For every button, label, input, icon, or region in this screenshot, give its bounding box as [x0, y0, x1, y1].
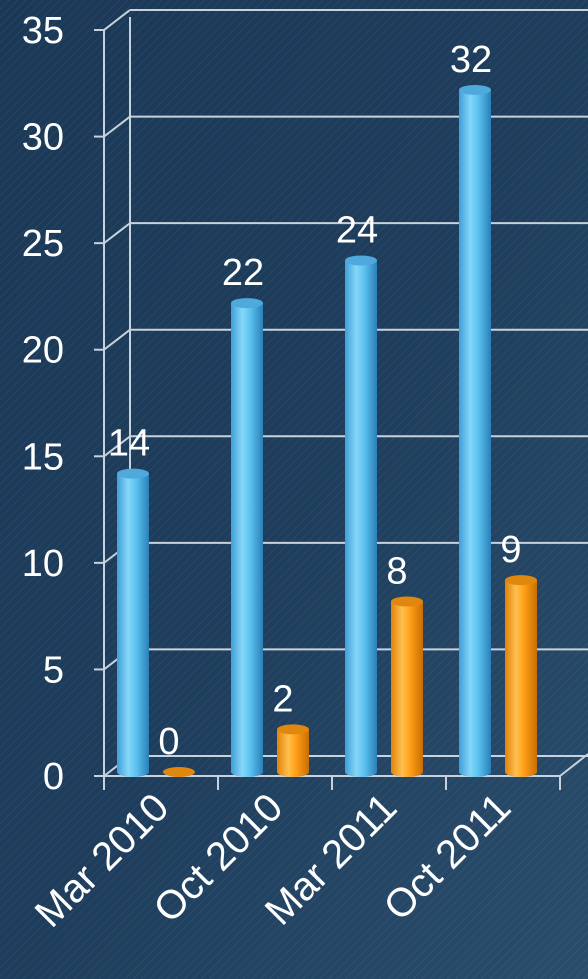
- bars: [117, 84, 537, 777]
- bar-blue-2: [345, 260, 377, 772]
- bar-blue-3: [459, 89, 491, 772]
- bar-top-cap: [391, 596, 423, 607]
- floor-right-edge: [559, 753, 588, 777]
- bar-top-cap: [505, 575, 537, 586]
- y-tick-label: 15: [22, 436, 64, 478]
- bar-blue-1: [231, 303, 263, 772]
- data-label: 9: [500, 529, 521, 571]
- bar-base: [117, 767, 149, 777]
- bar-top-cap: [345, 255, 377, 266]
- gridline-depth: [103, 435, 131, 458]
- y-tick-label: 20: [22, 330, 64, 372]
- bar-base: [505, 767, 537, 777]
- data-label: 24: [336, 209, 378, 251]
- y-tick-labels: 0 5 10 15 20 25 30 35: [22, 10, 64, 798]
- y-tick-label: 30: [22, 117, 64, 159]
- y-tick-label: 10: [22, 543, 64, 585]
- y-tick-label: 0: [43, 756, 64, 798]
- y-tick-label: 25: [22, 223, 64, 265]
- y-tick-label: 35: [22, 10, 64, 52]
- data-label: 32: [450, 39, 492, 81]
- data-label: 2: [272, 678, 293, 720]
- y-tick-label: 5: [43, 649, 64, 691]
- data-labels: 14 22 24 32 0 2 8 9: [108, 39, 522, 763]
- data-label: 0: [158, 721, 179, 763]
- bar-orange-2: [391, 601, 423, 772]
- bar-base: [231, 767, 263, 777]
- bar-top-cap: [277, 724, 309, 735]
- bar-base: [459, 767, 491, 777]
- bar-top-cap: [459, 84, 491, 95]
- gridline-depth: [103, 9, 131, 31]
- data-label: 22: [222, 252, 264, 294]
- bar-top-cap: [117, 468, 149, 479]
- bar-top-cap: [231, 298, 263, 309]
- bar-top-cap: [163, 767, 195, 777]
- bar-base: [391, 767, 423, 777]
- bar-base: [345, 767, 377, 777]
- data-label: 8: [386, 550, 407, 592]
- bar-orange-1: [277, 729, 309, 772]
- gridline-depth: [103, 222, 131, 244]
- gridline-depth: [103, 328, 131, 351]
- bar-blue-0: [117, 473, 149, 772]
- data-label: 14: [108, 423, 150, 465]
- bar-orange-3: [505, 580, 537, 772]
- gridline-depth: [103, 115, 131, 138]
- bar-base: [277, 767, 309, 777]
